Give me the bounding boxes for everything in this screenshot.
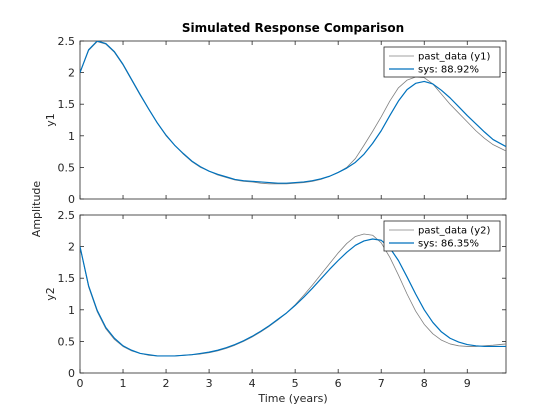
series-line-model — [80, 238, 506, 357]
y-tick-label: 0.5 — [58, 161, 76, 174]
legend-entry-model: sys: 88.92% — [418, 65, 479, 76]
legend-entry-model: sys: 86.35% — [418, 239, 479, 250]
y-axis-label-2: y2 — [44, 287, 57, 301]
x-tick-label: 8 — [421, 377, 428, 390]
x-axis-title: Time (years) — [257, 392, 327, 405]
y-axis-label-1: y1 — [44, 113, 57, 127]
x-tick-label: 2 — [163, 377, 170, 390]
y-tick-label: 1.5 — [58, 272, 76, 285]
x-tick-label: 9 — [464, 377, 471, 390]
x-tick-label: 4 — [249, 377, 256, 390]
y-tick-label: 1 — [68, 130, 75, 143]
legend-1: past_data (y1) sys: 88.92% — [383, 46, 501, 78]
series-line-model — [80, 41, 506, 184]
legend-entry-measured: past_data (y2) — [418, 226, 490, 237]
y-tick-label: 0 — [68, 367, 75, 380]
y-tick-label: 0.5 — [58, 335, 76, 348]
x-tick-label: 7 — [378, 377, 385, 390]
subplot-1: 0 0.5 1 1.5 2 2.5 y1 past_data (y1) sys: 88.92% — [44, 35, 507, 206]
y-tick-label: 2 — [68, 67, 75, 80]
x-tick-label: 3 — [206, 377, 213, 390]
y-tick-label: 1.5 — [58, 98, 76, 111]
y-tick-label: 0 — [68, 193, 75, 206]
legend-2: past_data (y2) sys: 86.35% — [383, 220, 501, 252]
x-tick-label: 1 — [120, 377, 127, 390]
x-tick-label: 5 — [292, 377, 299, 390]
y-tick-label: 2.5 — [58, 35, 76, 48]
chart-title: Simulated Response Comparison — [182, 21, 404, 35]
subplot-2: 0 1 2 3 4 5 6 7 8 9 0 0.5 1 1.5 2 2.5 y2 past_data (y2) sy… — [44, 209, 507, 390]
legend-box — [383, 46, 501, 78]
x-tick-label: 0 — [77, 377, 84, 390]
x-tick-label: 6 — [335, 377, 342, 390]
y-tick-label: 1 — [68, 304, 75, 317]
legend-entry-measured: past_data (y1) — [418, 52, 490, 63]
legend-box — [383, 220, 501, 252]
y-tick-label: 2 — [68, 241, 75, 254]
y-tick-label: 2.5 — [58, 209, 76, 222]
shared-y-axis-title: Amplitude — [30, 181, 43, 238]
